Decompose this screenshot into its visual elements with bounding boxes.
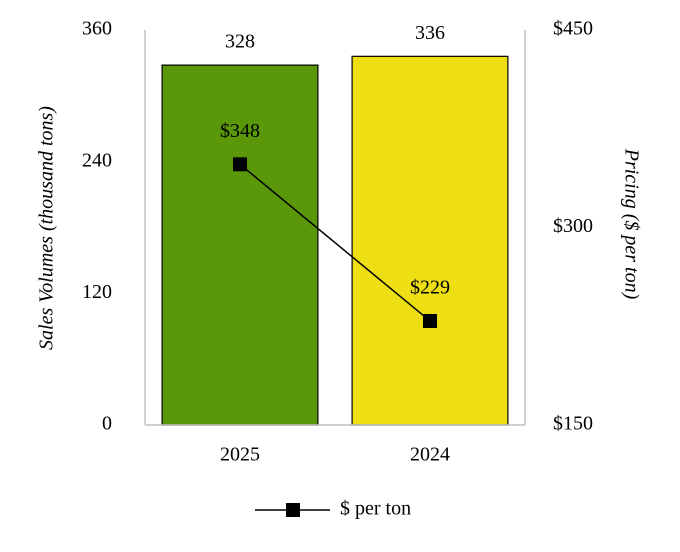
bar-value-label: 336 bbox=[415, 22, 445, 44]
legend-label: $ per ton bbox=[340, 498, 411, 520]
y2-tick-label: $450 bbox=[553, 18, 593, 40]
x-tick-label: 2025 bbox=[220, 444, 260, 466]
bar-value-label: 328 bbox=[225, 31, 255, 53]
line-value-label: $229 bbox=[410, 277, 450, 299]
y2-tick-label: $300 bbox=[553, 215, 593, 237]
y2-axis-title: Pricing ($ per ton) bbox=[620, 148, 642, 300]
y-tick-label: 360 bbox=[82, 18, 112, 40]
line-marker bbox=[423, 313, 437, 328]
line-marker bbox=[233, 157, 247, 172]
y-tick-label: 0 bbox=[102, 413, 112, 435]
legend-marker bbox=[286, 503, 300, 517]
y2-tick-label: $150 bbox=[553, 413, 593, 435]
y-tick-label: 120 bbox=[82, 281, 112, 303]
line bbox=[239, 163, 431, 322]
bar bbox=[161, 64, 319, 426]
y-axis-title: Sales Volumes (thousand tons) bbox=[36, 106, 58, 350]
y-tick-label: 240 bbox=[82, 149, 112, 171]
bar bbox=[351, 55, 509, 426]
x-tick-label: 2024 bbox=[410, 444, 450, 466]
line-value-label: $348 bbox=[220, 120, 260, 142]
